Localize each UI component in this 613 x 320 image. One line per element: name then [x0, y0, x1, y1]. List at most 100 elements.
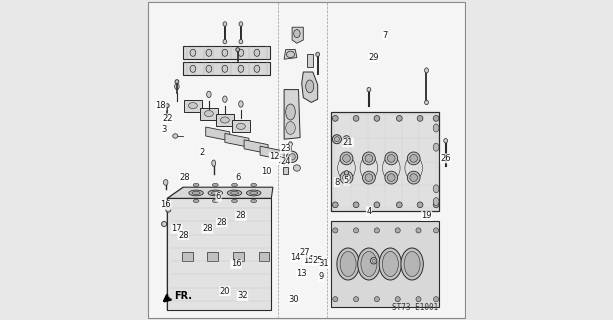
- Ellipse shape: [410, 174, 417, 181]
- Ellipse shape: [222, 49, 228, 56]
- Ellipse shape: [337, 248, 359, 280]
- Ellipse shape: [294, 165, 300, 171]
- Bar: [259, 252, 269, 261]
- Ellipse shape: [251, 183, 257, 187]
- Ellipse shape: [332, 202, 338, 208]
- Ellipse shape: [239, 39, 243, 44]
- Polygon shape: [244, 140, 268, 154]
- Polygon shape: [330, 112, 440, 211]
- Bar: [207, 252, 218, 261]
- Ellipse shape: [425, 68, 428, 73]
- Polygon shape: [167, 198, 272, 310]
- Ellipse shape: [433, 116, 439, 121]
- Ellipse shape: [223, 96, 227, 102]
- Ellipse shape: [404, 252, 420, 276]
- Ellipse shape: [211, 191, 219, 195]
- Ellipse shape: [286, 51, 294, 58]
- Text: 13: 13: [297, 269, 307, 278]
- Ellipse shape: [239, 22, 243, 26]
- Text: 6: 6: [235, 173, 240, 182]
- Polygon shape: [302, 72, 318, 102]
- Ellipse shape: [222, 65, 228, 72]
- Ellipse shape: [397, 202, 402, 208]
- Ellipse shape: [433, 198, 439, 206]
- Ellipse shape: [433, 185, 439, 193]
- Ellipse shape: [223, 22, 227, 26]
- Ellipse shape: [232, 199, 237, 203]
- Text: 4: 4: [367, 207, 371, 216]
- Ellipse shape: [162, 221, 167, 227]
- Ellipse shape: [417, 202, 423, 208]
- Polygon shape: [206, 127, 230, 141]
- Ellipse shape: [343, 174, 351, 181]
- Ellipse shape: [374, 202, 380, 208]
- Ellipse shape: [343, 155, 351, 162]
- Ellipse shape: [238, 49, 244, 56]
- Text: 17: 17: [172, 224, 182, 233]
- Text: 24: 24: [281, 157, 291, 166]
- Ellipse shape: [395, 297, 400, 302]
- Ellipse shape: [238, 101, 243, 107]
- Ellipse shape: [221, 117, 229, 123]
- Ellipse shape: [397, 116, 402, 121]
- Ellipse shape: [166, 104, 169, 108]
- Ellipse shape: [444, 139, 447, 143]
- Ellipse shape: [416, 228, 421, 233]
- Text: 32: 32: [237, 292, 248, 300]
- Text: 10: 10: [261, 167, 272, 176]
- Text: 20: 20: [219, 287, 230, 296]
- Ellipse shape: [372, 259, 375, 262]
- Ellipse shape: [345, 137, 348, 141]
- Text: 12: 12: [269, 152, 280, 161]
- Ellipse shape: [333, 297, 338, 302]
- Bar: [216, 114, 234, 126]
- Text: FR.: FR.: [173, 291, 192, 301]
- Ellipse shape: [206, 65, 211, 72]
- Polygon shape: [292, 27, 303, 43]
- Ellipse shape: [385, 152, 398, 165]
- Ellipse shape: [433, 124, 439, 132]
- Ellipse shape: [379, 248, 402, 280]
- Text: 1: 1: [276, 156, 282, 164]
- Ellipse shape: [387, 155, 395, 162]
- Text: 15: 15: [303, 256, 313, 265]
- Bar: [184, 100, 202, 112]
- Text: 11: 11: [305, 255, 315, 264]
- Ellipse shape: [166, 207, 171, 212]
- Ellipse shape: [333, 228, 338, 233]
- Ellipse shape: [407, 152, 420, 165]
- Ellipse shape: [387, 174, 395, 181]
- Ellipse shape: [193, 183, 199, 187]
- Ellipse shape: [164, 180, 168, 185]
- Text: 18: 18: [156, 101, 166, 110]
- Text: 23: 23: [280, 144, 291, 153]
- Ellipse shape: [433, 228, 439, 233]
- Ellipse shape: [190, 49, 196, 56]
- Ellipse shape: [417, 116, 423, 121]
- Ellipse shape: [232, 183, 237, 187]
- Ellipse shape: [193, 199, 199, 203]
- Text: 7: 7: [383, 31, 387, 40]
- Polygon shape: [284, 50, 297, 59]
- Text: 9: 9: [318, 272, 324, 281]
- Ellipse shape: [374, 116, 380, 121]
- Text: 21: 21: [343, 138, 353, 147]
- Ellipse shape: [365, 155, 373, 162]
- Bar: [283, 158, 287, 165]
- Ellipse shape: [401, 248, 424, 280]
- Text: 29: 29: [368, 53, 379, 62]
- Ellipse shape: [286, 104, 295, 120]
- Polygon shape: [284, 90, 300, 139]
- Text: 14: 14: [290, 253, 300, 262]
- Ellipse shape: [175, 83, 179, 90]
- Ellipse shape: [365, 174, 373, 181]
- Ellipse shape: [407, 171, 420, 184]
- Text: 28: 28: [235, 212, 246, 220]
- Bar: [183, 46, 270, 59]
- Text: 27: 27: [300, 248, 310, 257]
- Ellipse shape: [230, 191, 238, 195]
- Polygon shape: [260, 146, 284, 160]
- Ellipse shape: [433, 297, 439, 302]
- Ellipse shape: [332, 135, 341, 144]
- Ellipse shape: [289, 154, 295, 160]
